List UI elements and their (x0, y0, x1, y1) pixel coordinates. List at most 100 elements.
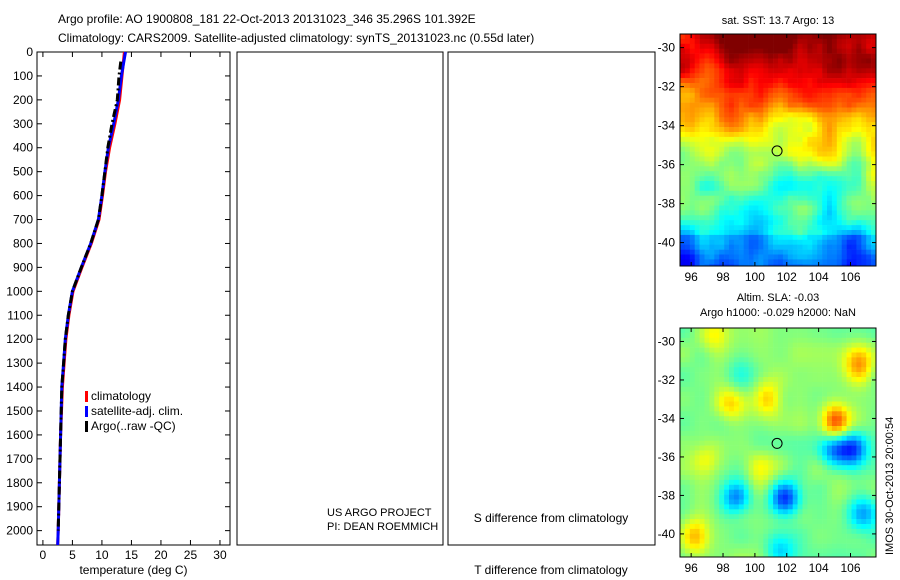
map-cell (812, 254, 818, 260)
map-cell (684, 519, 691, 525)
map-cell (792, 68, 798, 74)
map-cell (748, 166, 754, 172)
map-cell (689, 107, 695, 113)
map-cell (802, 386, 808, 392)
map-cell (694, 210, 700, 216)
map-cell (733, 161, 740, 167)
map-cell (704, 176, 710, 182)
map-cell (836, 107, 842, 113)
map-cell (778, 215, 784, 221)
map-cell (699, 367, 705, 373)
y-tick-label: 1700 (6, 452, 33, 466)
map-cell (827, 181, 833, 187)
map-cell (704, 514, 710, 520)
map-cell (684, 543, 691, 549)
map-cell (807, 146, 813, 152)
map-cell (758, 367, 764, 373)
map-cell (797, 548, 803, 554)
map-cell (758, 450, 764, 456)
map-cell (719, 73, 725, 79)
map-cell (856, 396, 862, 402)
map-cell (694, 533, 700, 539)
map-cell (856, 494, 862, 500)
map-cell (802, 445, 808, 451)
map-cell (758, 465, 764, 471)
map-cell (822, 200, 828, 206)
map-cell (709, 494, 715, 500)
map-cell (831, 372, 838, 378)
map-cell (851, 421, 857, 427)
map-cell (831, 132, 838, 138)
map-cell (807, 538, 813, 544)
map-cell (743, 533, 749, 539)
map-cell (856, 538, 862, 544)
map-cell (778, 136, 784, 143)
map-cell (797, 386, 803, 392)
map-cell (861, 83, 867, 89)
map-cell (836, 146, 842, 152)
map-cell (753, 445, 759, 451)
map-cell (797, 264, 803, 266)
map-cell (846, 112, 852, 118)
map-cell (856, 34, 862, 40)
map-cell (802, 406, 808, 412)
map-cell (807, 381, 813, 388)
map-cell (856, 479, 862, 486)
map-cell (871, 357, 876, 363)
map-cell (758, 347, 764, 353)
map-cell (724, 141, 730, 147)
map-cell (709, 102, 715, 108)
map-cell (817, 524, 823, 530)
map-cell (714, 200, 720, 206)
map-cell (871, 475, 876, 481)
map-cell (748, 479, 754, 486)
map-cell (709, 259, 715, 265)
map-cell (719, 78, 725, 84)
map-cell (782, 435, 789, 441)
map-cell (684, 239, 691, 245)
map-cell (812, 504, 818, 510)
map-cell (748, 34, 754, 40)
map-cell (768, 504, 774, 510)
map-cell (753, 372, 759, 378)
map-cell (733, 195, 740, 201)
map-cell (748, 151, 754, 157)
map-cell (871, 230, 876, 236)
map-cell (792, 122, 798, 128)
map-cell (866, 455, 872, 461)
map-cell (861, 426, 867, 432)
map-cell (768, 484, 774, 490)
map-cell (807, 524, 813, 530)
map-cell (866, 342, 872, 348)
map-cell (753, 151, 759, 157)
map-cell (812, 171, 818, 177)
map-cell (787, 367, 793, 373)
map-cell (684, 132, 691, 138)
map-cell (807, 411, 813, 417)
map-cell (763, 210, 769, 216)
map-cell (694, 430, 700, 437)
map-cell (802, 48, 808, 54)
map-cell (836, 357, 842, 363)
map-cell (846, 533, 852, 539)
lat-tick-label: -40 (658, 527, 676, 541)
map-cell (778, 249, 784, 255)
map-cell (714, 205, 720, 211)
map-cell (689, 352, 695, 358)
map-cell (861, 401, 867, 407)
map-cell (797, 234, 803, 241)
map-cell (680, 107, 686, 113)
map-cell (792, 107, 798, 113)
map-cell (753, 494, 759, 500)
map-cell (689, 225, 695, 231)
map-cell (778, 97, 784, 103)
map-cell (778, 73, 784, 79)
map-cell (773, 499, 779, 505)
map-cell (729, 73, 735, 79)
map-cell (743, 475, 749, 481)
map-cell (866, 239, 872, 245)
map-cell (753, 43, 759, 49)
map-cell (763, 372, 769, 378)
map-cell (846, 514, 852, 520)
map-cell (856, 83, 862, 89)
